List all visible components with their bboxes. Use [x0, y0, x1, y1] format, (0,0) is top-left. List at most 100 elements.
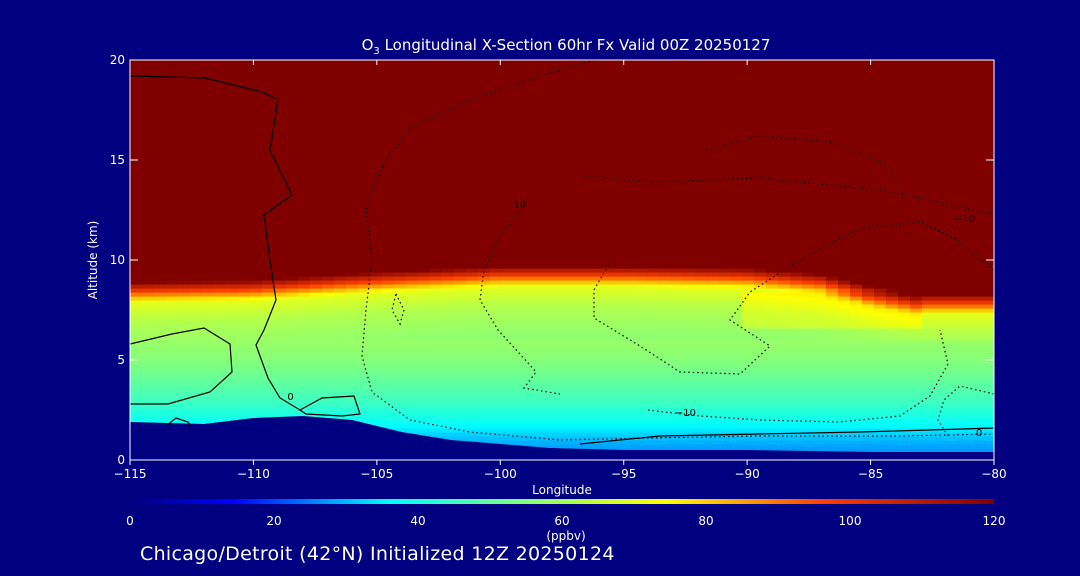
field-cell	[394, 100, 407, 105]
field-cell	[370, 400, 383, 405]
field-cell	[286, 216, 299, 221]
field-cell	[682, 104, 695, 109]
field-cell	[706, 156, 719, 161]
field-cell	[598, 236, 611, 241]
field-cell	[466, 392, 479, 397]
field-cell	[658, 84, 671, 89]
field-cell	[142, 184, 155, 189]
field-cell	[574, 256, 587, 261]
field-cell	[430, 232, 443, 237]
field-cell	[550, 284, 563, 289]
field-cell	[502, 200, 515, 205]
field-cell	[250, 164, 263, 169]
field-cell	[190, 120, 203, 125]
field-cell	[658, 128, 671, 133]
field-cell	[646, 332, 659, 337]
field-cell	[622, 436, 635, 441]
field-cell	[214, 72, 227, 77]
field-cell	[574, 388, 587, 393]
field-cell	[574, 224, 587, 229]
field-cell	[490, 288, 503, 293]
field-cell	[286, 160, 299, 165]
field-cell	[442, 308, 455, 313]
field-cell	[382, 136, 395, 141]
field-cell	[394, 296, 407, 301]
field-cell	[598, 320, 611, 325]
field-cell	[394, 352, 407, 357]
field-cell	[322, 136, 335, 141]
field-cell	[394, 304, 407, 309]
field-cell	[166, 284, 179, 289]
field-cell	[166, 200, 179, 205]
field-cell	[586, 172, 599, 177]
field-cell	[694, 348, 707, 353]
field-cell	[598, 60, 611, 65]
field-cell	[598, 160, 611, 165]
field-cell	[706, 228, 719, 233]
field-cell	[262, 68, 275, 73]
field-cell	[382, 80, 395, 85]
field-cell	[514, 240, 527, 245]
field-cell	[526, 100, 539, 105]
field-cell	[502, 392, 515, 397]
field-cell	[634, 76, 647, 81]
field-cell	[598, 424, 611, 429]
field-cell	[394, 356, 407, 361]
field-cell	[574, 232, 587, 237]
field-cell	[454, 156, 467, 161]
field-cell	[238, 180, 251, 185]
field-cell	[478, 308, 491, 313]
field-cell	[370, 408, 383, 413]
field-cell	[178, 352, 191, 357]
field-cell	[454, 324, 467, 329]
field-cell	[562, 392, 575, 397]
field-cell	[394, 256, 407, 261]
field-cell	[646, 172, 659, 177]
field-cell	[310, 408, 323, 413]
field-cell	[718, 172, 731, 177]
field-cell	[334, 288, 347, 293]
field-cell	[286, 204, 299, 209]
field-cell	[142, 72, 155, 77]
field-cell	[382, 140, 395, 145]
field-cell	[634, 212, 647, 217]
field-cell	[190, 372, 203, 377]
field-cell	[598, 400, 611, 405]
field-cell	[142, 148, 155, 153]
field-cell	[502, 388, 515, 393]
field-cell	[190, 276, 203, 281]
field-cell	[610, 332, 623, 337]
field-cell	[466, 140, 479, 145]
field-cell	[406, 292, 419, 297]
field-cell	[346, 152, 359, 157]
field-cell	[310, 244, 323, 249]
field-cell	[166, 352, 179, 357]
field-cell	[274, 152, 287, 157]
field-cell	[334, 144, 347, 149]
field-cell	[154, 416, 167, 421]
field-cell	[334, 148, 347, 153]
field-cell	[226, 380, 239, 385]
field-cell	[262, 204, 275, 209]
field-cell	[310, 236, 323, 241]
field-cell	[682, 68, 695, 73]
field-cell	[226, 256, 239, 261]
field-cell	[562, 268, 575, 273]
field-cell	[130, 92, 143, 97]
field-cell	[418, 364, 431, 369]
field-cell	[298, 324, 311, 329]
field-cell	[274, 92, 287, 97]
field-cell	[370, 364, 383, 369]
field-cell	[286, 304, 299, 309]
field-cell	[130, 308, 143, 313]
field-cell	[262, 144, 275, 149]
field-cell	[154, 308, 167, 313]
field-cell	[454, 328, 467, 333]
field-cell	[418, 196, 431, 201]
field-cell	[202, 420, 215, 425]
field-cell	[262, 296, 275, 301]
field-cell	[334, 188, 347, 193]
field-cell	[526, 64, 539, 69]
field-cell	[298, 248, 311, 253]
field-cell	[550, 320, 563, 325]
